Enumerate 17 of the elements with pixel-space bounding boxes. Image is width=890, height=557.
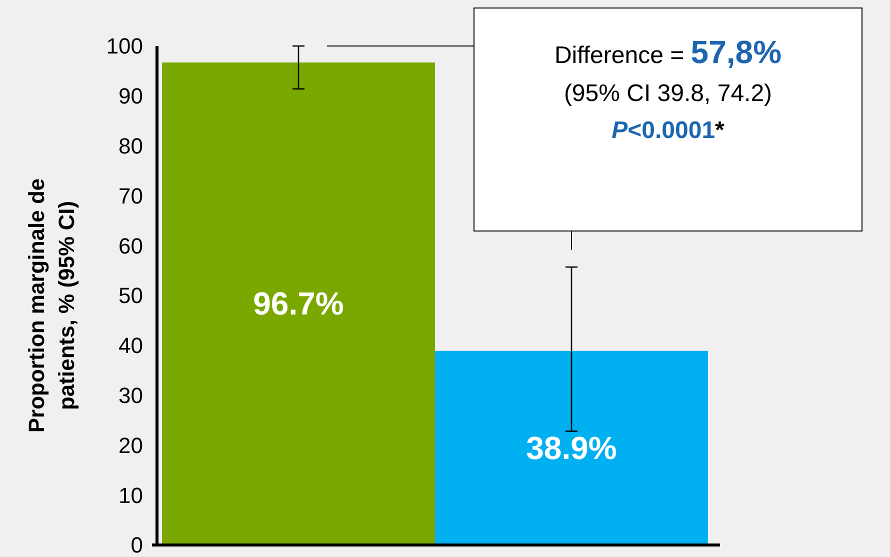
y-tick-label: 0 [130,532,143,557]
y-tick-label: 80 [118,134,143,158]
annotation: P<0.0001* [612,117,726,144]
y-tick-label: 30 [118,383,143,408]
annotation: (95% CI 39.8, 74.2) [564,80,772,107]
data-label: 38.9% [526,430,617,466]
y-tick-label: 50 [118,283,143,308]
y-tick-label: 60 [118,233,143,258]
y-tick-label: 20 [118,432,143,458]
y-tick-label: 40 [118,333,143,358]
y-axis-title: Proportion marginale de patients, % (95% CI) [24,178,79,433]
y-tick-label: 10 [118,482,143,508]
y-tick-label: 100 [106,34,143,59]
y-tick-label: 70 [118,183,143,208]
annotation: Difference = 57,8% [554,34,782,70]
data-label: 96.7% [253,286,344,322]
y-tick-label: 90 [118,84,143,109]
